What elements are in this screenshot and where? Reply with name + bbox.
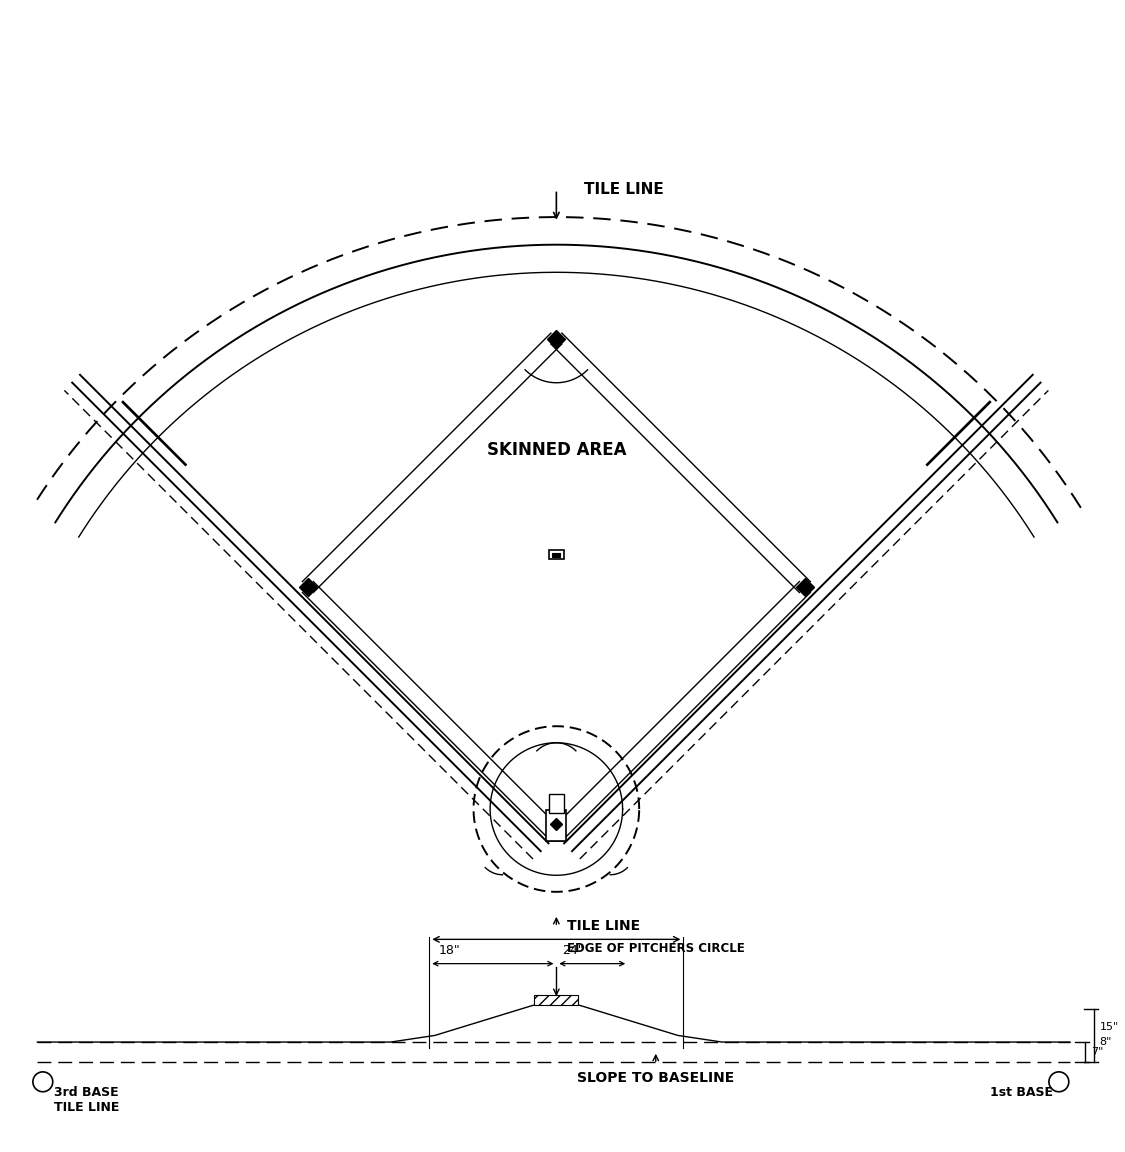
Text: 3rd BASE
TILE LINE: 3rd BASE TILE LINE (54, 1086, 119, 1114)
Text: 8": 8" (1100, 1037, 1113, 1047)
Bar (547, 810, 566, 841)
Text: 7": 7" (1091, 1047, 1104, 1058)
Text: 24": 24" (561, 943, 584, 957)
Text: 18": 18" (439, 943, 460, 957)
Text: SLOPE TO BASELINE: SLOPE TO BASELINE (577, 1070, 735, 1085)
Bar (549, 794, 564, 813)
Text: 15": 15" (1100, 1022, 1119, 1031)
Bar (552, 553, 560, 556)
Bar (549, 551, 564, 559)
Text: SKINNED AREA: SKINNED AREA (487, 441, 627, 460)
Text: TILE LINE: TILE LINE (567, 919, 640, 933)
Bar (549, 829, 564, 841)
Text: TILE LINE: TILE LINE (584, 182, 664, 197)
Bar (534, 994, 578, 1005)
Text: EDGE OF PITCHERS CIRCLE: EDGE OF PITCHERS CIRCLE (567, 941, 745, 955)
Text: 1st BASE: 1st BASE (990, 1086, 1053, 1099)
